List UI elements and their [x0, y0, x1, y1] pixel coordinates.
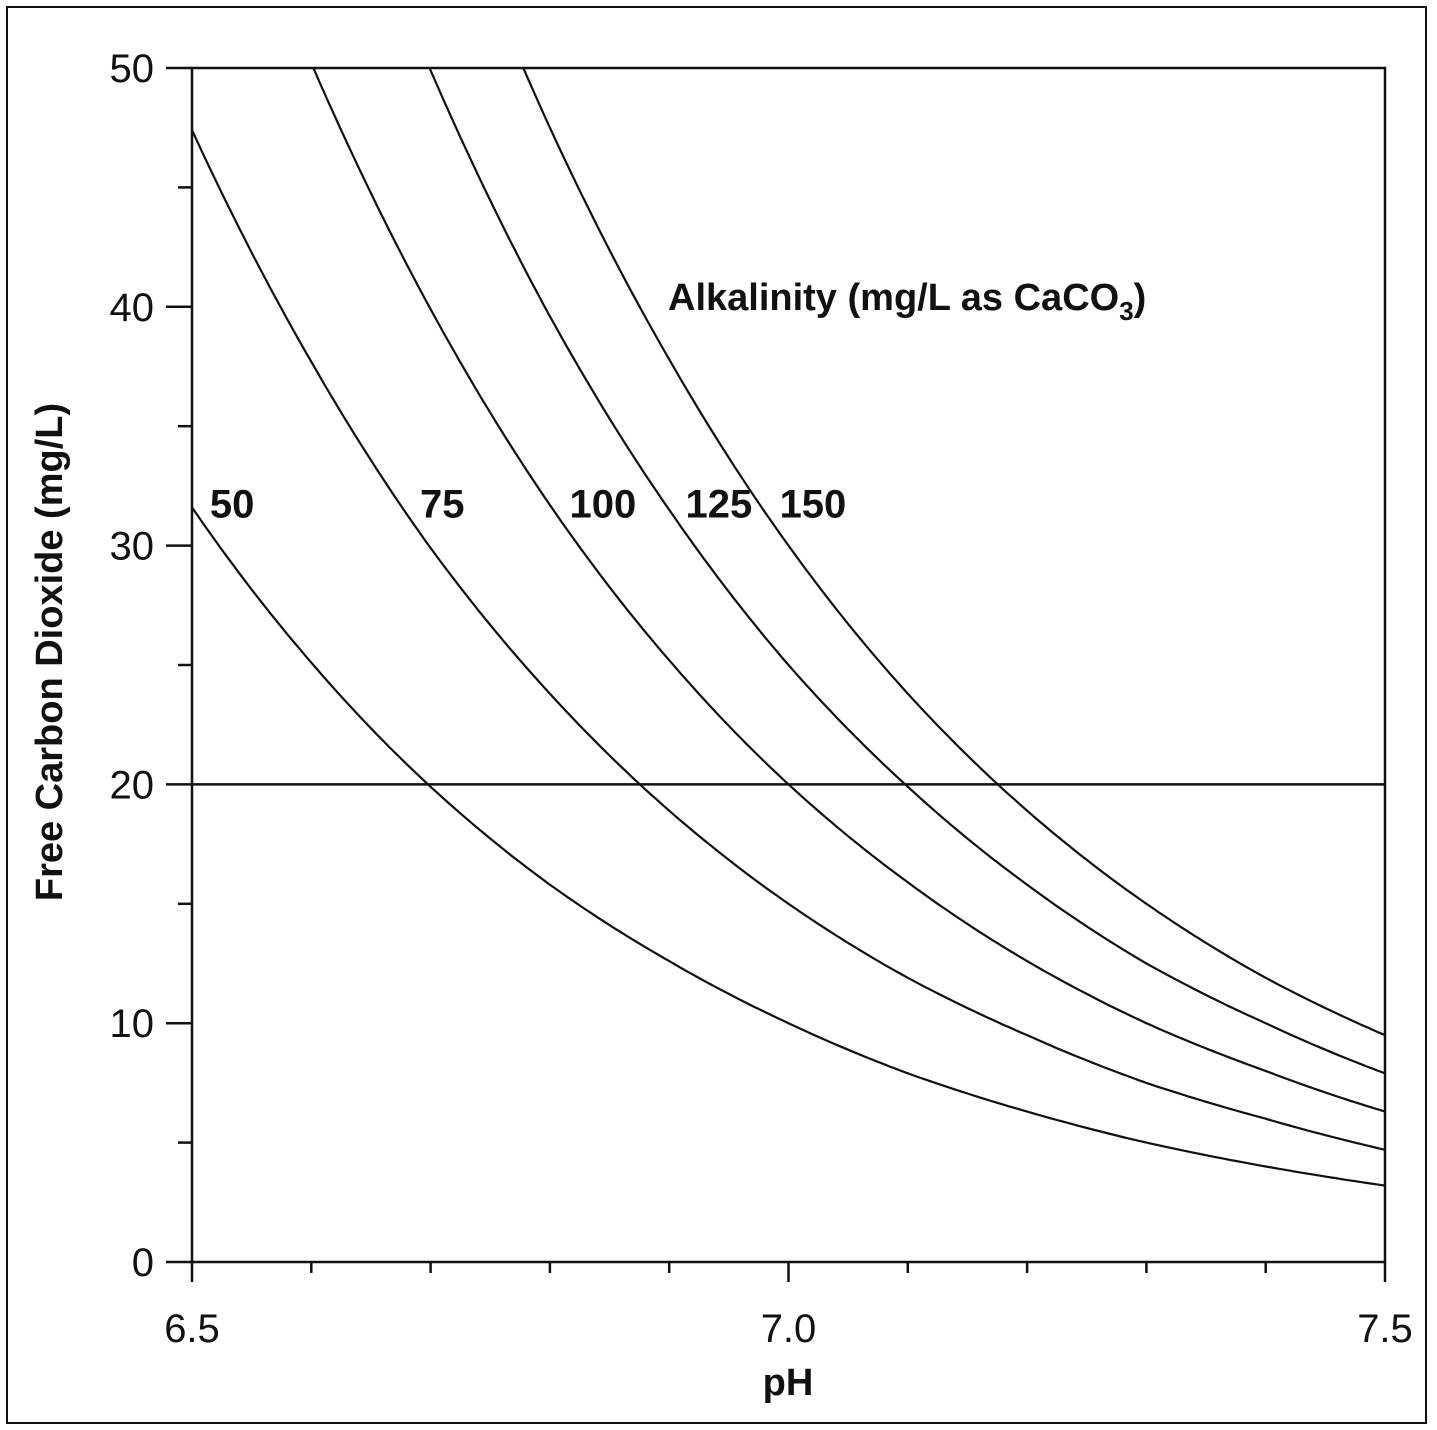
y-tick-label: 10: [110, 1002, 155, 1046]
y-tick-label: 50: [110, 47, 155, 91]
series-line-100: [312, 68, 1385, 1113]
annotation-suffix: ): [1134, 277, 1147, 319]
series-labels-group: 50 75 100 125 150: [210, 483, 846, 527]
series-line-150: [522, 68, 1385, 1037]
series-label-125: 125: [685, 483, 752, 527]
tick-labels-group: 6.5 7.0 7.5 0 10 20 30 40 50: [110, 47, 1413, 1351]
x-tick-label: 7.0: [761, 1307, 817, 1351]
annotation-main-text: Alkalinity (mg/L as CaCO: [668, 277, 1119, 319]
series-line-75: [192, 129, 1385, 1151]
alkalinity-annotation: Alkalinity (mg/L as CaCO3): [668, 277, 1146, 326]
series-label-50: 50: [210, 483, 255, 527]
series-group: [192, 68, 1385, 1187]
y-axis-title: Free Carbon Dioxide (mg/L): [29, 403, 71, 901]
x-tick-label: 6.5: [164, 1307, 220, 1351]
series-line-125: [428, 68, 1385, 1075]
series-line-50: [192, 506, 1385, 1187]
series-label-75: 75: [420, 483, 465, 527]
y-tick-label: 20: [110, 763, 155, 807]
annotation-subscript: 3: [1119, 296, 1133, 326]
series-label-150: 150: [780, 483, 847, 527]
y-tick-label: 30: [110, 525, 155, 569]
x-tick-label: 7.5: [1357, 1307, 1413, 1351]
y-tick-label: 40: [110, 286, 155, 330]
ticks-group: [166, 66, 1387, 1282]
y-tick-label: 0: [132, 1241, 154, 1285]
x-axis-title: pH: [763, 1362, 814, 1404]
figure-frame: [6, 6, 1427, 1424]
series-label-100: 100: [570, 483, 637, 527]
